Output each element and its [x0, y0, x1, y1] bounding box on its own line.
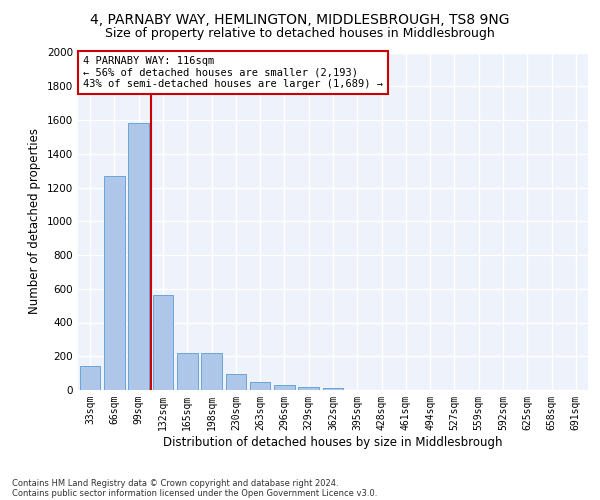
- Text: 4 PARNABY WAY: 116sqm
← 56% of detached houses are smaller (2,193)
43% of semi-d: 4 PARNABY WAY: 116sqm ← 56% of detached …: [83, 56, 383, 89]
- Text: Contains public sector information licensed under the Open Government Licence v3: Contains public sector information licen…: [12, 488, 377, 498]
- Text: Contains HM Land Registry data © Crown copyright and database right 2024.: Contains HM Land Registry data © Crown c…: [12, 478, 338, 488]
- Bar: [128, 124, 149, 390]
- Bar: [201, 353, 222, 390]
- Bar: [298, 387, 319, 390]
- Y-axis label: Number of detached properties: Number of detached properties: [28, 128, 41, 314]
- Bar: [152, 294, 173, 390]
- X-axis label: Distribution of detached houses by size in Middlesbrough: Distribution of detached houses by size …: [163, 436, 503, 448]
- Text: Size of property relative to detached houses in Middlesbrough: Size of property relative to detached ho…: [105, 28, 495, 40]
- Text: 4, PARNABY WAY, HEMLINGTON, MIDDLESBROUGH, TS8 9NG: 4, PARNABY WAY, HEMLINGTON, MIDDLESBROUG…: [90, 12, 510, 26]
- Bar: [274, 385, 295, 390]
- Bar: [323, 388, 343, 390]
- Bar: [80, 366, 100, 390]
- Bar: [226, 374, 246, 390]
- Bar: [250, 382, 271, 390]
- Bar: [177, 353, 197, 390]
- Bar: [104, 176, 125, 390]
